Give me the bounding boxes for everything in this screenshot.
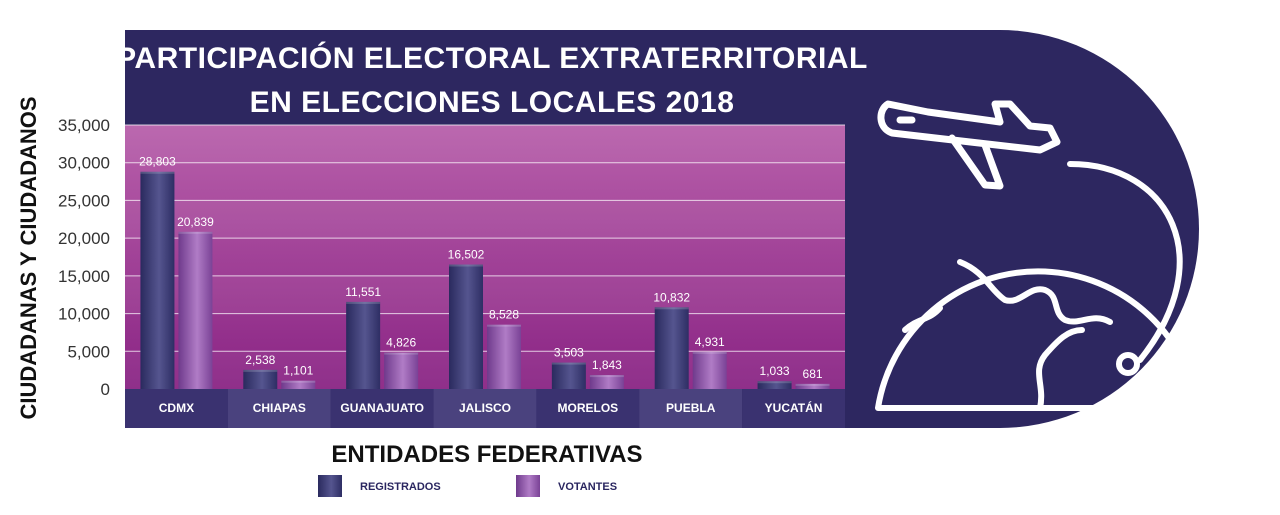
bar-votantes [384,352,419,389]
chart-title-line-2: EN ELECCIONES LOCALES 2018 [250,86,735,119]
chart-title-line-1: PARTICIPACIÓN ELECTORAL EXTRATERRITORIAL [116,41,868,75]
legend-label-votantes: VOTANTES [558,481,617,493]
y-tick-label: 10,000 [58,305,110,324]
category-cell [742,389,845,428]
bar-votantes [589,375,624,389]
y-tick-label: 20,000 [58,229,110,248]
bar-registrados-highlight [654,307,689,310]
y-tick-label: 0 [101,380,110,399]
category-cell [433,389,537,428]
bar-votantes-highlight [795,383,830,386]
legend-swatch-registrados [318,475,342,497]
data-label: 4,931 [695,335,725,349]
plot-band [125,125,845,163]
y-tick-label: 5,000 [67,342,110,361]
data-label: 681 [803,367,823,381]
plot-band [125,351,845,389]
data-label: 2,538 [245,353,275,367]
data-label: 8,528 [489,308,519,322]
category-cell [536,389,640,428]
category-label: CDMX [159,401,194,415]
y-tick-labels: 0 5,000 10,000 15,000 20,000 25,000 30,000 35,0… [58,116,110,399]
airplane-icon [877,100,1061,190]
data-label: 1,033 [760,364,790,378]
plot-band [125,275,845,314]
category-label: PUEBLA [666,401,716,415]
bar-votantes [795,383,830,389]
bar-registrados [654,307,689,389]
category-strip: CDMX CHIAPAS GUANAJUATO JALISCO MORELOS PUEBL… [125,389,845,428]
data-label: 1,101 [283,364,313,378]
bar-registrados-highlight [757,381,792,384]
bar-registrados-highlight [551,362,586,365]
category-cell [227,389,331,428]
legend-label-registrados: REGISTRADOS [360,481,441,493]
category-cell [125,389,228,428]
plot-band [125,200,845,239]
y-tick-label: 15,000 [58,267,110,286]
data-label: 16,502 [448,248,485,262]
bar-votantes [178,231,213,389]
data-label: 4,826 [386,336,416,350]
bar-votantes [487,324,521,389]
bar-votantes-highlight [589,375,624,378]
category-label: CHIAPAS [253,401,306,415]
bar-votantes-highlight [692,351,727,354]
category-label: MORELOS [558,401,619,415]
bars [140,171,830,389]
data-label: 20,839 [177,215,214,229]
bar-votantes-highlight [487,324,521,327]
category-label: YUCATÁN [765,400,823,415]
globe-icon [875,161,1201,411]
category-label: JALISCO [459,401,511,415]
bar-registrados [551,362,586,389]
bar-registrados-highlight [346,301,381,304]
bar-votantes-highlight [384,352,419,355]
category-cell [639,389,743,428]
category-cell [330,389,434,428]
bar-registrados [757,381,792,389]
bar-votantes [281,380,316,389]
bar-registrados [140,171,175,389]
y-tick-label: 35,000 [58,116,110,135]
bar-registrados [346,301,381,389]
bar-votantes [692,351,727,389]
category-label: GUANAJUATO [340,401,424,415]
data-label: 28,803 [139,155,176,169]
bar-registrados [449,264,483,389]
bar-registrados-highlight [449,264,483,267]
bar-registrados [243,369,278,389]
x-axis-label: ENTIDADES FEDERATIVAS [331,441,642,468]
bar-votantes-highlight [178,231,213,234]
legend: REGISTRADOS VOTANTES [318,475,617,497]
bar-votantes-highlight [281,380,316,383]
legend-swatch-votantes [516,475,540,497]
bar-registrados-highlight [140,171,175,174]
y-axis-label: CIUDADANAS Y CIUDADANOS [16,96,41,419]
y-tick-label: 30,000 [58,154,110,173]
plot-area [125,125,845,389]
grid-lines [125,124,845,352]
data-label: 10,832 [653,290,690,304]
y-tick-label: 25,000 [58,191,110,210]
data-labels: 28,803 20,839 2,538 1,101 11,551 4,826 16,502 8… [139,155,823,381]
data-label: 11,551 [345,285,381,299]
data-label: 1,843 [592,358,622,372]
data-label: 3,503 [554,346,584,360]
bar-registrados-highlight [243,369,278,372]
